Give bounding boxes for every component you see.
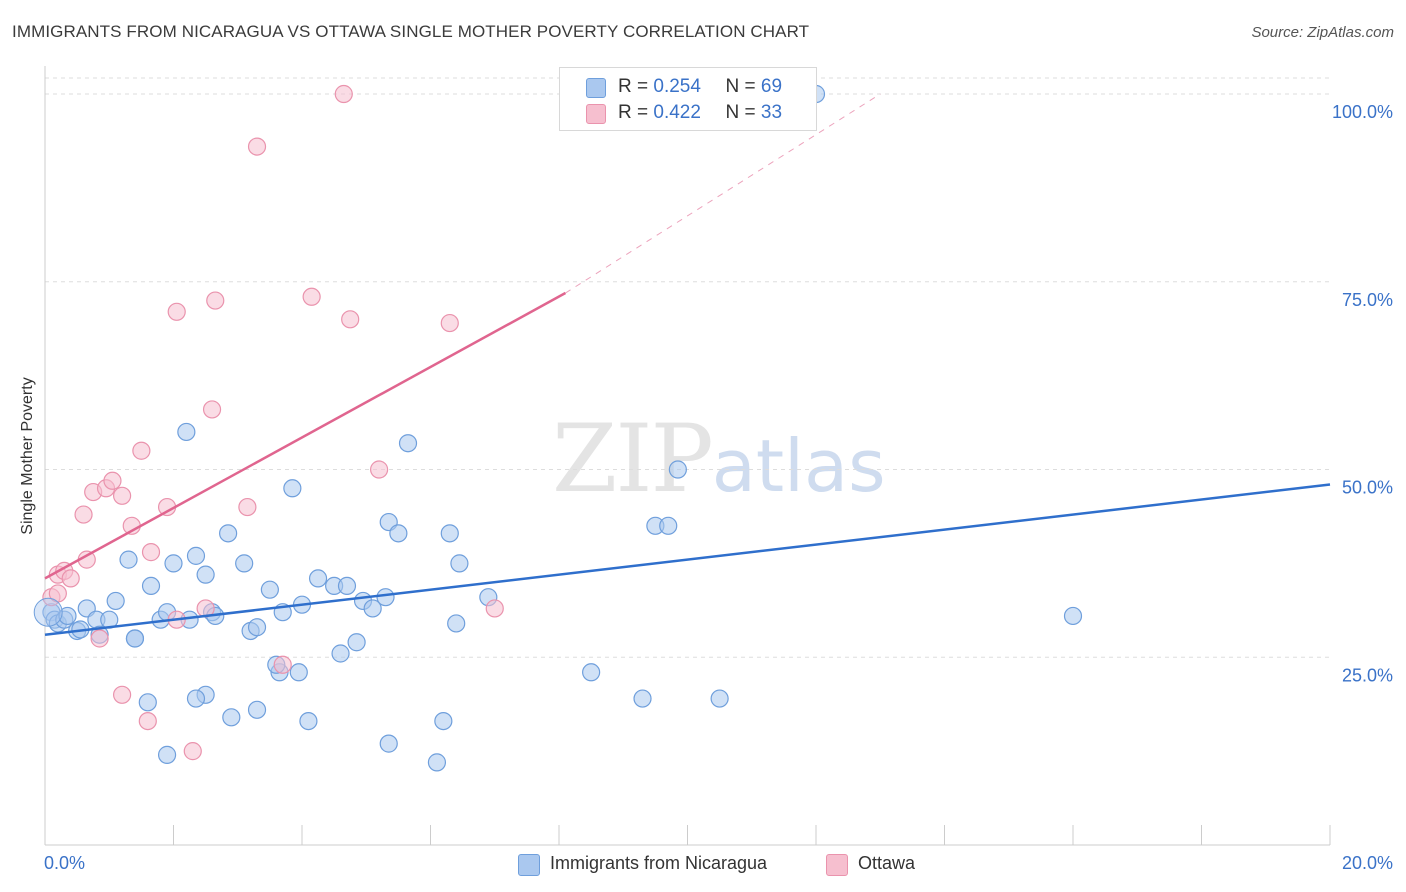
point-nicaragua — [235, 554, 254, 573]
point-ottawa — [370, 460, 389, 479]
trendline-ottawa — [44, 291, 567, 580]
point-nicaragua — [186, 689, 206, 708]
point-nicaragua — [659, 516, 678, 535]
point-ottawa — [132, 441, 151, 460]
point-nicaragua — [138, 693, 157, 712]
legend-r-value: 0.422 — [653, 102, 701, 123]
legend-swatch-blue — [586, 78, 606, 98]
point-nicaragua — [440, 524, 459, 543]
legend-swatch-pink — [826, 854, 848, 876]
watermark: ZIPatlas — [552, 405, 886, 514]
point-ottawa — [334, 84, 353, 104]
point-nicaragua — [186, 546, 206, 565]
chart-title: IMMIGRANTS FROM NICARAGUA VS OTTAWA SING… — [12, 22, 810, 41]
point-ottawa — [341, 310, 360, 329]
point-nicaragua — [58, 606, 77, 626]
point-nicaragua — [196, 565, 215, 584]
legend-label-ottawa: Ottawa — [858, 853, 916, 873]
legend-swatch-blue — [518, 854, 540, 876]
legend-swatch-pink — [586, 104, 606, 124]
point-nicaragua — [247, 618, 267, 637]
point-nicaragua — [710, 689, 729, 708]
point-nicaragua — [668, 460, 687, 479]
point-nicaragua — [283, 479, 302, 498]
point-nicaragua — [125, 629, 145, 648]
point-nicaragua — [331, 644, 350, 663]
legend-r-value: 0.254 — [653, 76, 701, 97]
trendline-ottawa-extension — [565, 93, 881, 294]
point-nicaragua — [222, 708, 241, 727]
point-ottawa — [103, 471, 122, 490]
point-nicaragua — [582, 663, 601, 682]
point-nicaragua — [450, 554, 469, 573]
watermark-zip: ZIP — [552, 405, 714, 514]
point-ottawa — [485, 599, 504, 618]
point-ottawa — [302, 287, 321, 306]
point-ottawa — [112, 685, 132, 704]
point-nicaragua — [434, 711, 453, 731]
point-ottawa — [238, 497, 257, 517]
point-ottawa — [273, 655, 292, 674]
point-nicaragua-cluster — [33, 597, 63, 627]
point-nicaragua — [299, 711, 318, 731]
legend-r-label: R = — [618, 102, 649, 123]
series-legend: Immigrants from Nicaragua Ottawa — [0, 852, 1406, 878]
point-ottawa — [167, 302, 186, 321]
trendline-nicaragua — [44, 483, 1331, 636]
watermark-atlas: atlas — [711, 424, 886, 508]
point-ottawa — [138, 711, 157, 731]
point-ottawa — [141, 543, 161, 562]
point-nicaragua — [141, 576, 161, 596]
point-ottawa — [247, 137, 267, 156]
point-ottawa — [202, 400, 222, 419]
legend-r-label: R = — [618, 76, 649, 97]
point-nicaragua — [398, 434, 418, 453]
point-nicaragua — [219, 524, 238, 543]
point-ottawa — [74, 505, 93, 524]
point-nicaragua — [389, 524, 408, 543]
point-ottawa — [90, 629, 109, 648]
point-ottawa — [112, 486, 132, 505]
point-nicaragua — [164, 554, 183, 573]
y-tick-label: 25.0% — [1342, 665, 1393, 685]
point-nicaragua — [308, 569, 328, 588]
point-nicaragua — [347, 633, 366, 652]
point-nicaragua — [379, 734, 398, 753]
point-nicaragua — [427, 753, 447, 772]
point-ottawa — [440, 313, 459, 333]
point-nicaragua — [119, 550, 138, 569]
point-nicaragua — [289, 663, 308, 682]
point-nicaragua — [363, 599, 382, 618]
y-tick-label: 75.0% — [1342, 290, 1393, 310]
point-nicaragua — [247, 700, 267, 719]
point-nicaragua — [337, 576, 357, 596]
point-nicaragua — [106, 591, 125, 611]
point-nicaragua — [633, 689, 652, 708]
point-nicaragua — [1063, 606, 1083, 626]
y-tick-label: 50.0% — [1342, 478, 1393, 498]
legend-label-nicaragua: Immigrants from Nicaragua — [550, 853, 768, 873]
legend-n-label: N = — [725, 76, 756, 97]
point-ottawa — [61, 569, 80, 588]
legend-n-value: 33 — [760, 102, 783, 123]
correlation-legend: R = 0.254 N = 69 R = 0.422 N = 33 — [559, 67, 817, 131]
x-tick-label: 0.0% — [44, 853, 85, 873]
legend-n-value: 69 — [760, 76, 783, 97]
legend-n-label: N = — [725, 102, 756, 123]
y-tick-label: 100.0% — [1332, 102, 1393, 122]
point-nicaragua — [447, 614, 466, 633]
point-nicaragua — [376, 588, 395, 607]
x-tick-label: 20.0% — [1342, 853, 1393, 873]
source-label: Source: ZipAtlas.com — [1251, 24, 1394, 41]
point-nicaragua — [157, 745, 177, 764]
point-ottawa — [183, 742, 202, 761]
point-nicaragua — [177, 422, 196, 442]
point-ottawa — [206, 291, 225, 310]
point-nicaragua — [260, 580, 279, 599]
